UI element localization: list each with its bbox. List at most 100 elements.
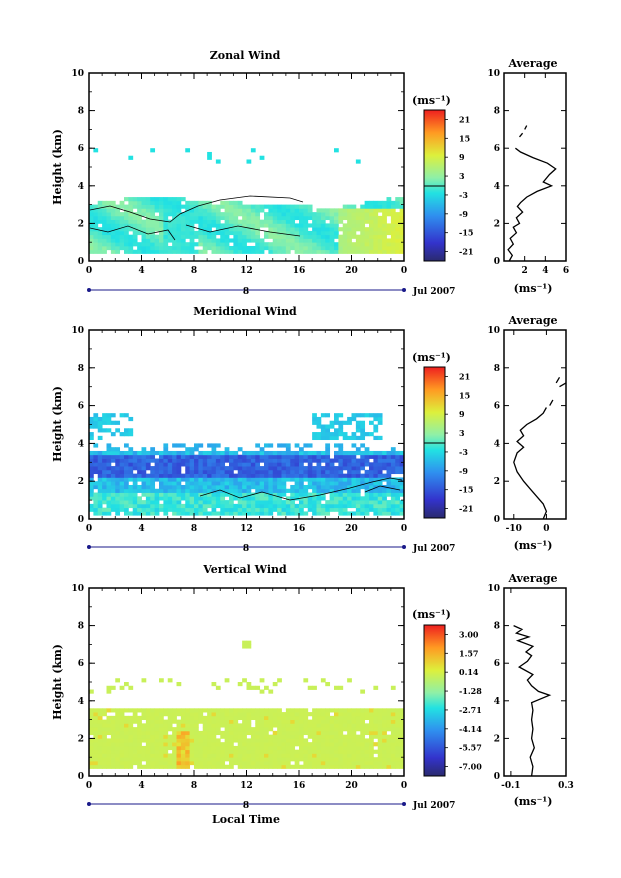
heatmap-cell — [347, 708, 352, 713]
heatmap-cell — [163, 760, 169, 766]
heatmap-cell — [220, 511, 226, 516]
heatmap-cell — [159, 466, 164, 471]
heatmap-cell — [159, 760, 164, 766]
heatmap-cell — [154, 730, 160, 736]
heatmap-cell — [390, 484, 396, 490]
heatmap-cell — [242, 712, 247, 717]
heatmap-cell — [246, 466, 252, 471]
heatmap-cell — [320, 760, 326, 766]
heatmap-cell — [124, 492, 129, 497]
heatmap-cell — [167, 488, 173, 493]
heatmap-cell — [172, 734, 177, 739]
heatmap-cell — [145, 466, 151, 471]
heatmap-cell — [320, 715, 326, 720]
heatmap-cell — [115, 230, 121, 236]
heatmap-cell — [307, 215, 313, 221]
heatmap-cell — [320, 215, 326, 221]
heatmap-cell — [185, 477, 191, 482]
heatmap-cell — [281, 719, 287, 724]
heatmap-cell — [303, 245, 309, 251]
heatmap-cell — [124, 458, 129, 463]
heatmap-cell — [189, 212, 195, 217]
heatmap-cell — [299, 492, 304, 497]
heatmap-cell — [163, 208, 169, 213]
heatmap-cell — [390, 212, 396, 217]
heatmap-cell — [307, 723, 313, 728]
heatmap-cell — [290, 500, 296, 505]
heatmap-cell — [307, 757, 313, 762]
heatmap-cell — [159, 678, 164, 683]
heatmap-cell — [277, 484, 282, 490]
heatmap-cell — [237, 477, 243, 482]
heatmap-cell — [172, 450, 177, 456]
heatmap-cell — [154, 708, 160, 713]
heatmap-cell — [325, 230, 331, 236]
heatmap-cell — [242, 738, 247, 743]
heatmap-cell — [215, 500, 221, 505]
heatmap-cell — [347, 745, 352, 751]
heatmap-cell — [312, 730, 317, 736]
heatmap-cell — [294, 227, 300, 232]
heatmap-cell — [312, 749, 317, 754]
heatmap-cell — [211, 712, 217, 717]
heatmap-cell — [237, 208, 243, 213]
heatmap-cell — [145, 719, 151, 724]
heatmap-cell — [110, 245, 116, 251]
heatmap-cell — [272, 484, 278, 490]
colorbar-label: 0.14 — [459, 667, 479, 677]
heatmap-cell — [150, 492, 156, 497]
heatmap-cell — [259, 734, 265, 739]
heatmap-cell — [172, 462, 177, 467]
heatmap-cell — [364, 469, 370, 475]
heatmap-cell — [89, 719, 94, 724]
heatmap-cell — [97, 450, 103, 456]
heatmap-cell — [255, 477, 261, 482]
colorbar-label: 3.00 — [459, 629, 479, 639]
heatmap-cell — [290, 484, 296, 490]
heatmap-cell — [316, 420, 322, 425]
heatmap-cell — [399, 219, 405, 224]
heatmap-cell — [163, 481, 169, 486]
heatmap-cell — [281, 745, 287, 751]
heatmap-cell — [373, 230, 379, 236]
heatmap-cell — [299, 458, 304, 463]
heatmap-cell — [360, 249, 366, 254]
heatmap-cell — [115, 492, 121, 497]
heatmap-cell — [106, 227, 112, 232]
heatmap-cell — [102, 496, 107, 501]
heatmap-cell — [237, 200, 243, 205]
heatmap-cell — [329, 492, 335, 497]
heatmap-cell — [250, 745, 256, 751]
heatmap-cell — [342, 245, 348, 251]
heatmap-cell — [351, 742, 357, 747]
heatmap-cell — [106, 689, 112, 694]
heatmap-cell — [93, 204, 99, 209]
heatmap-cell — [172, 469, 177, 475]
heatmap-cell — [277, 730, 282, 736]
heatmap-cell — [312, 708, 317, 713]
heatmap-cell — [154, 197, 160, 202]
heatmap-cell — [377, 481, 383, 486]
heatmap-cell — [268, 481, 274, 486]
heatmap-cell — [329, 234, 335, 239]
heatmap-cell — [233, 727, 239, 732]
heatmap-cell — [89, 503, 94, 509]
heatmap-cell — [207, 753, 212, 758]
heatmap-cell — [281, 492, 287, 497]
heatmap-cell — [334, 507, 339, 512]
heatmap-cell — [145, 507, 151, 512]
heatmap-cell — [329, 219, 335, 224]
heatmap-cell — [329, 249, 335, 254]
heatmap-cell — [355, 242, 361, 247]
heatmap-cell — [102, 219, 107, 224]
heatmap-cell — [145, 484, 151, 490]
heatmap-cell — [237, 503, 243, 509]
heatmap-cell — [360, 435, 366, 441]
heatmap-cell — [93, 712, 99, 717]
heatmap-cell — [307, 458, 313, 463]
heatmap-cell — [198, 450, 204, 456]
heatmap-cell — [93, 760, 99, 766]
heatmap-cell — [128, 753, 134, 758]
heatmap-cell — [137, 488, 142, 493]
heatmap-cell — [159, 492, 164, 497]
